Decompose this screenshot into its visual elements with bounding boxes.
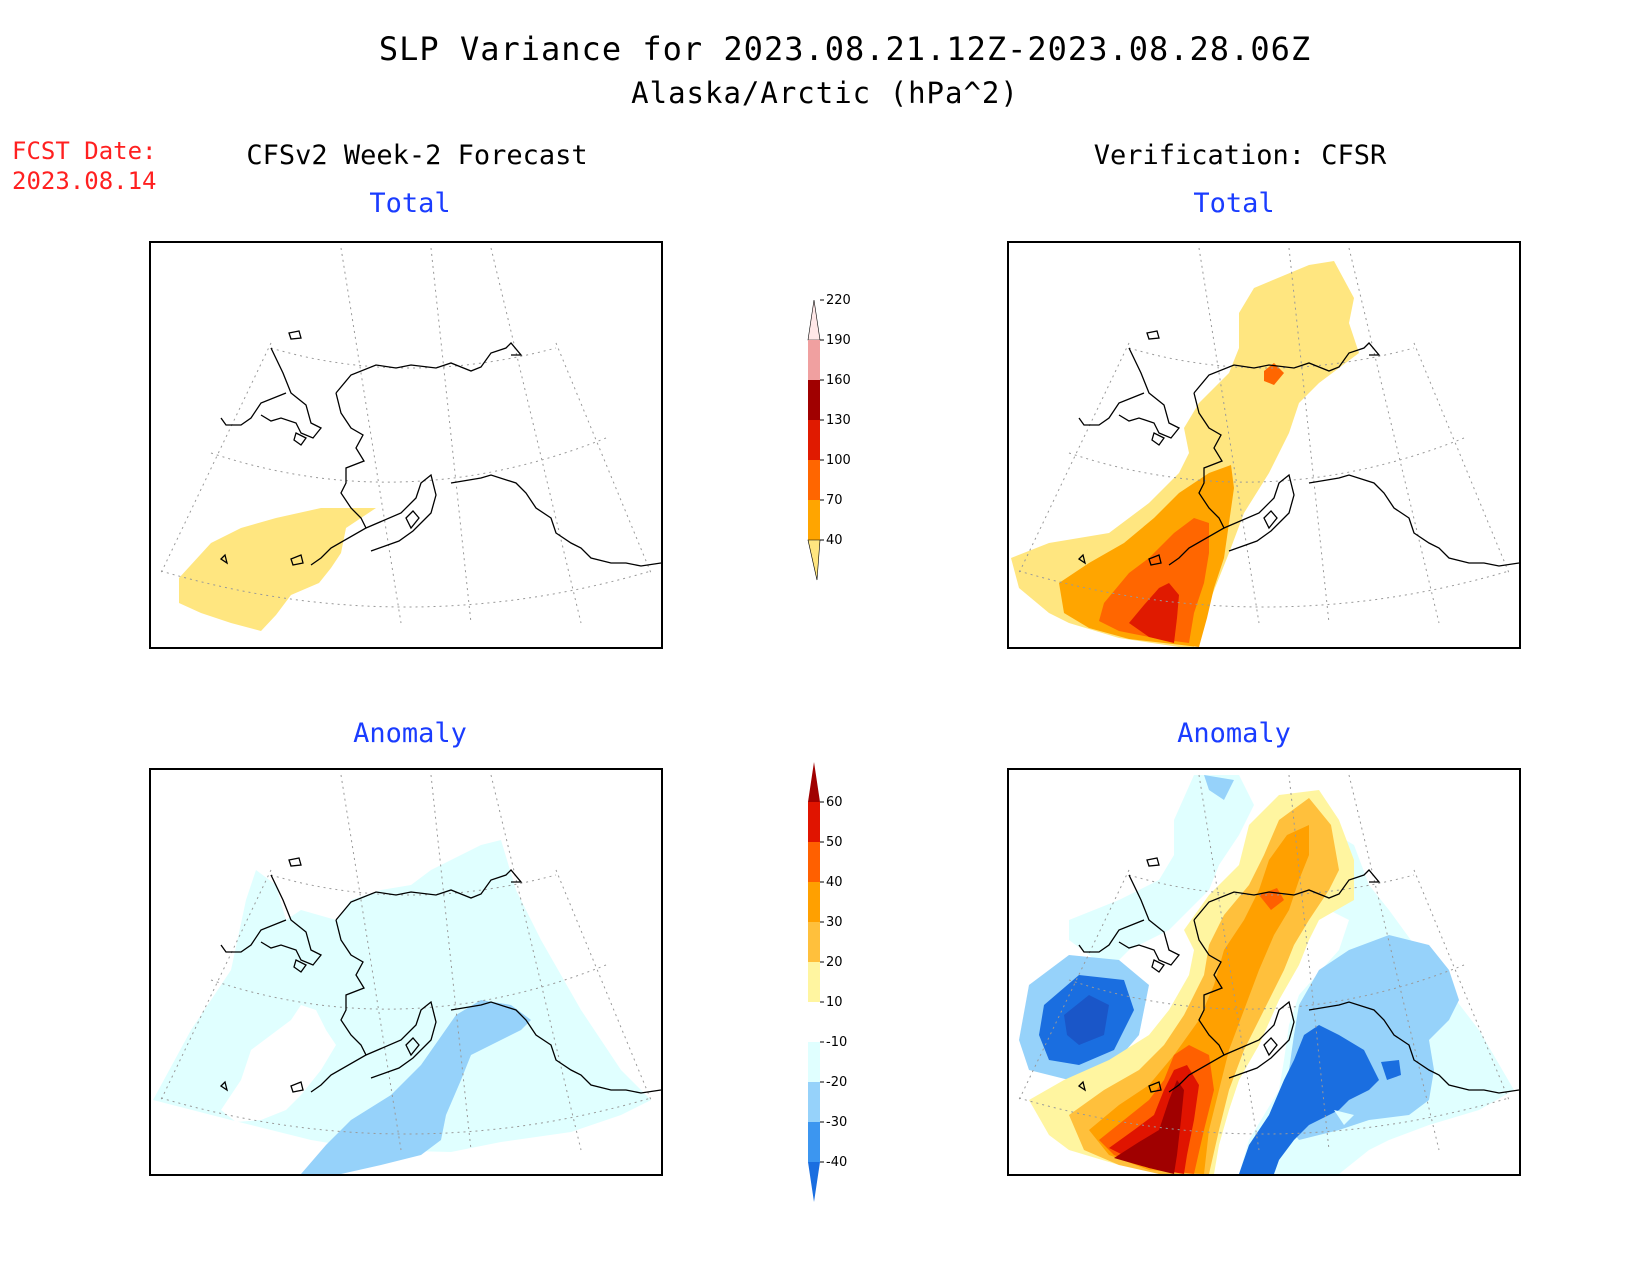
anomaly-colorbar-bottom-arrow (808, 1162, 820, 1202)
anomaly-colorbar-swatch (808, 1082, 820, 1122)
verification-total-label: Total (1193, 188, 1275, 219)
anomaly-colorbar-swatch (808, 1002, 820, 1042)
verification-anomaly-label: Anomaly (1177, 718, 1291, 749)
forecast-anomaly-label: Anomaly (353, 718, 467, 749)
total-colorbar-swatch (808, 420, 820, 460)
fcst-date: FCST Date: 2023.08.14 (12, 136, 157, 196)
total-colorbar-tick-label: 40 (826, 533, 843, 548)
total-colorbar-swatch (808, 500, 820, 540)
lat-lon-grid (1018, 247, 1510, 624)
variance-contours (179, 508, 376, 631)
chart-title: SLP Variance for 2023.08.21.12Z-2023.08.… (378, 30, 1312, 68)
anomaly-colorbar-tick-label: 10 (826, 995, 843, 1010)
total-colorbar-swatch (808, 380, 820, 420)
chart-subtitle: Alaska/Arctic (hPa^2) (631, 76, 1019, 110)
right-column-heading: Verification: CFSR (1093, 140, 1387, 171)
verification-anomaly-map (1007, 768, 1521, 1176)
lat-lon-grid (1018, 774, 1510, 1151)
anomaly-colorbar-tick-label: 30 (826, 915, 843, 930)
anomaly-colorbar-tick-label: 50 (826, 835, 843, 850)
left-column-heading: CFSv2 Week-2 Forecast (246, 140, 588, 171)
anomaly-colorbar-swatch (808, 882, 820, 922)
anomaly-colorbar-tick-label: -20 (826, 1075, 847, 1090)
anomaly-colorbar-swatch (808, 922, 820, 962)
anomaly-contours (1019, 775, 1514, 1174)
total-colorbar-tick-label: 130 (826, 413, 851, 428)
total-colorbar: 40 70 100 130 160 190 220 (800, 280, 880, 624)
anomaly-colorbar-tick-label: -40 (826, 1155, 847, 1170)
verification-total-map (1007, 241, 1521, 649)
total-colorbar-tick-label: 190 (826, 333, 851, 348)
anomaly-colorbar-tick-label: -10 (826, 1035, 847, 1050)
anomaly-contours (153, 840, 651, 1174)
anomaly-colorbar-swatch (808, 1122, 820, 1162)
coastline (1077, 330, 1519, 567)
anomaly-colorbar-swatch (808, 842, 820, 882)
total-colorbar-tick-label: 70 (826, 493, 843, 508)
fcst-date-value: 2023.08.14 (12, 167, 157, 195)
total-colorbar-tick-label: 160 (826, 373, 851, 388)
anomaly-colorbar-tick-label: 60 (826, 795, 843, 810)
forecast-anomaly-map (149, 768, 663, 1176)
fcst-date-label: FCST Date: (12, 137, 157, 165)
total-colorbar-ticks: 40 70 100 130 160 190 220 (820, 293, 851, 548)
forecast-total-label: Total (369, 188, 451, 219)
coastline (219, 330, 661, 567)
total-colorbar-tick-label: 100 (826, 453, 851, 468)
anomaly-colorbar-swatch (808, 802, 820, 842)
anomaly-colorbar-tick-label: 20 (826, 955, 843, 970)
coastline (219, 857, 661, 1094)
anomaly-colorbar-top-arrow (808, 762, 820, 802)
anomaly-colorbar-swatch (808, 1042, 820, 1082)
anomaly-colorbar-tick-label: -30 (826, 1115, 847, 1130)
total-colorbar-top-arrow (807, 299, 821, 341)
total-colorbar-tick-label: 220 (826, 293, 851, 308)
anomaly-colorbar-swatch (808, 962, 820, 1002)
total-colorbar-bottom-arrow (807, 539, 821, 581)
anomaly-colorbar-swatches (808, 762, 820, 1202)
anomaly-colorbar-ticks: -40 -30 -20 -10 10 20 30 40 50 60 (820, 795, 847, 1170)
total-colorbar-swatch (808, 340, 820, 380)
anomaly-colorbar: -40 -30 -20 -10 10 20 30 40 50 60 (800, 750, 880, 1214)
lat-lon-grid (160, 247, 652, 624)
forecast-total-map (149, 241, 663, 649)
variance-contours (1011, 261, 1359, 647)
lat-lon-grid (160, 774, 652, 1151)
total-colorbar-swatches (807, 299, 821, 581)
coastline (1077, 857, 1519, 1094)
anomaly-colorbar-tick-label: 40 (826, 875, 843, 890)
total-colorbar-swatch (808, 460, 820, 500)
